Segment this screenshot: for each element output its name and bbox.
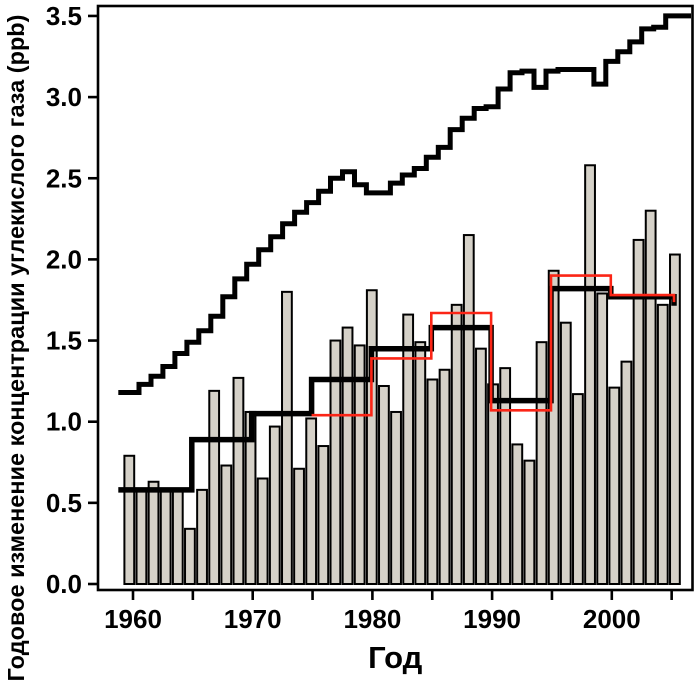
bar-1977 [329,339,342,585]
bar-1993 [523,459,536,585]
bar-2004 [656,303,669,585]
bar-1979 [353,344,366,586]
bar-1987 [450,303,463,585]
bar-1982 [390,410,402,585]
bar-1992 [511,443,524,586]
y-tick-label-1.0: 1.0 [46,407,82,437]
y-tick-label-0.0: 0.0 [46,569,82,599]
bar-1990 [487,383,499,585]
bar-1971 [256,477,269,585]
bar-1998 [584,164,596,586]
bar-1994 [535,341,548,586]
bar-1981 [378,384,390,585]
bar-1964 [171,488,184,585]
bar-1963 [159,488,172,585]
plot-border [96,4,694,592]
y-tick-label-1.5: 1.5 [46,326,82,356]
bar-2005 [669,253,681,585]
bar-2002 [632,238,645,585]
bar-1975 [305,417,318,586]
y-tick-label-2.0: 2.0 [46,244,82,274]
y-axis-title: Годовое изменение концентрации углекисло… [3,15,29,682]
bar-1995 [547,269,560,585]
bar-1974 [293,467,305,585]
bar-1988 [462,234,475,585]
bar-1960 [123,454,136,585]
bar-1991 [499,367,512,586]
bar-1986 [438,368,451,586]
bar-2001 [620,360,633,585]
bar-1996 [559,321,572,585]
bar-1967 [208,389,221,585]
bars-group [123,164,681,586]
upper-step-curve [118,13,691,395]
bar-2003 [644,209,657,586]
bar-1976 [317,445,330,586]
y-tick-label-3.5: 3.5 [46,1,82,31]
x-axis-title: Год [368,640,423,675]
bar-1985 [426,378,439,585]
bar-1972 [268,425,281,585]
bar-1983 [402,313,415,585]
bar-1978 [341,326,354,585]
x-tick-label-1980: 1980 [343,604,401,634]
y-tick-label-2.5: 2.5 [46,163,82,193]
bar-1989 [475,347,487,585]
red-5yr-mean-line [311,274,676,417]
bar-1965 [184,527,196,586]
bar-1997 [572,393,584,585]
y-axis: 0.0 0.5 1.0 1.5 2.0 2.5 3.0 3.5 [46,1,98,599]
bar-1973 [281,290,293,585]
bar-1969 [232,376,245,585]
bar-1968 [220,464,233,585]
x-tick-label-1990: 1990 [463,604,521,634]
x-axis: 1960 1970 1980 1990 2000 [104,590,673,634]
y-tick-label-0.5: 0.5 [46,488,82,518]
x-tick-label-1970: 1970 [224,604,282,634]
bar-1962 [147,480,160,585]
bar-1980 [365,289,378,585]
x-tick-label-2000: 2000 [583,604,641,634]
bar-1984 [414,341,427,586]
y-tick-label-3.0: 3.0 [46,82,82,112]
bar-2000 [608,386,621,585]
bar-1999 [596,292,609,585]
bar-1961 [135,488,148,585]
x-tick-label-1960: 1960 [104,604,162,634]
bar-1966 [196,488,208,585]
